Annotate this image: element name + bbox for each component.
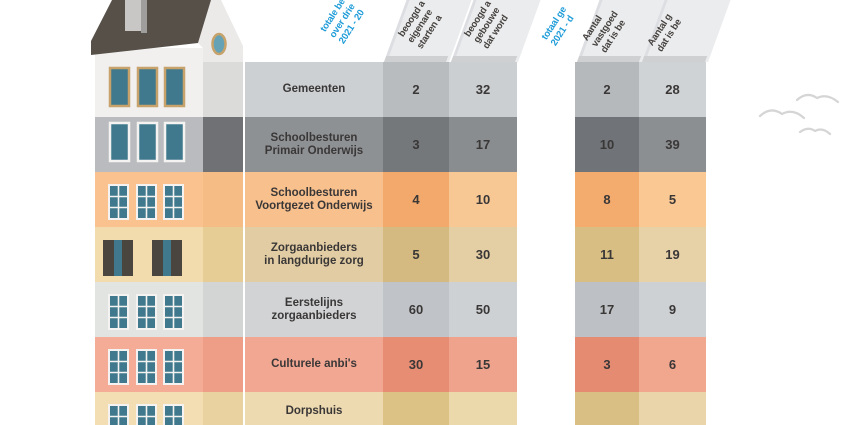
- value-cell-b: 10: [449, 172, 517, 227]
- row-label: Culturele anbi's: [245, 337, 383, 392]
- window-icon: [108, 294, 129, 330]
- window-icon: [163, 184, 184, 220]
- value-cell-b: 50: [449, 282, 517, 337]
- value-cell-b: [449, 392, 517, 425]
- column-cap-a: [384, 56, 449, 62]
- value-cell-b: 32: [449, 62, 517, 117]
- row-label: Schoolbesturen Primair Onderwijs: [245, 117, 383, 172]
- chimney-side: [141, 0, 147, 33]
- value-cell-a: 4: [383, 172, 449, 227]
- window-icon: [163, 66, 186, 108]
- bird-icon: [795, 93, 840, 104]
- window-icon: [108, 184, 129, 220]
- value-cell-b: 30: [449, 227, 517, 282]
- value-cell-a: [383, 392, 449, 425]
- value-cell-a: 2: [383, 62, 449, 117]
- window-icon: [108, 404, 129, 425]
- header-text-right-group: totaal ge 2021 - d: [539, 4, 577, 48]
- side-wall: [203, 392, 243, 425]
- value-cell-b: 15: [449, 337, 517, 392]
- value-cell-a: 3: [383, 117, 449, 172]
- header-text-left-group: totale be over drie 2021 - 20: [318, 0, 367, 46]
- window-icon: [103, 240, 133, 276]
- column-cap-c: [577, 56, 642, 62]
- bird-icon: [758, 109, 806, 120]
- value-cell-a: 60: [383, 282, 449, 337]
- side-wall: [203, 117, 243, 172]
- window-icon: [136, 121, 159, 163]
- house-illustration: [91, 0, 243, 425]
- row-label: Zorgaanbieders in langdurige zorg: [245, 227, 383, 282]
- birds-icon: [758, 93, 840, 136]
- window-icon: [108, 349, 129, 385]
- gable-window-icon: [211, 32, 227, 56]
- value-cell-a: 5: [383, 227, 449, 282]
- value-cell-d: [639, 392, 706, 425]
- row-label: Schoolbesturen Voortgezet Onderwijs: [245, 172, 383, 227]
- window-icon: [136, 184, 157, 220]
- value-cell-c: 10: [575, 117, 639, 172]
- window-icon: [136, 66, 159, 108]
- window-icon: [152, 240, 182, 276]
- value-cell-c: 2: [575, 62, 639, 117]
- value-cell-c: 8: [575, 172, 639, 227]
- gable-end: [198, 0, 243, 62]
- value-cell-d: 28: [639, 62, 706, 117]
- side-wall: [203, 337, 243, 392]
- value-cell-d: 39: [639, 117, 706, 172]
- value-cell-d: 19: [639, 227, 706, 282]
- window-icon: [163, 294, 184, 330]
- window-icon: [163, 404, 184, 425]
- value-cell-b: 17: [449, 117, 517, 172]
- bird-icon: [798, 127, 832, 136]
- column-cap-b: [451, 56, 518, 62]
- window-icon: [108, 121, 131, 163]
- window-icon: [136, 294, 157, 330]
- value-cell-c: [575, 392, 639, 425]
- row-label: Gemeenten: [245, 62, 383, 117]
- row-label: Eerstelijns zorgaanbieders: [245, 282, 383, 337]
- roof: [91, 0, 211, 55]
- side-wall: [203, 282, 243, 337]
- column-cap-d: [642, 56, 708, 62]
- row-label: Dorpshuis: [245, 392, 383, 425]
- value-cell-d: 6: [639, 337, 706, 392]
- value-cell-a: 30: [383, 337, 449, 392]
- window-icon: [136, 404, 157, 425]
- window-icon: [163, 349, 184, 385]
- side-wall: [203, 172, 243, 227]
- window-icon: [108, 66, 131, 108]
- window-icon: [136, 349, 157, 385]
- value-cell-c: 11: [575, 227, 639, 282]
- window-icon: [163, 121, 186, 163]
- value-cell-c: 3: [575, 337, 639, 392]
- side-wall: [203, 227, 243, 282]
- side-wall: [203, 62, 243, 117]
- value-cell-c: 17: [575, 282, 639, 337]
- value-cell-d: 5: [639, 172, 706, 227]
- value-cell-d: 9: [639, 282, 706, 337]
